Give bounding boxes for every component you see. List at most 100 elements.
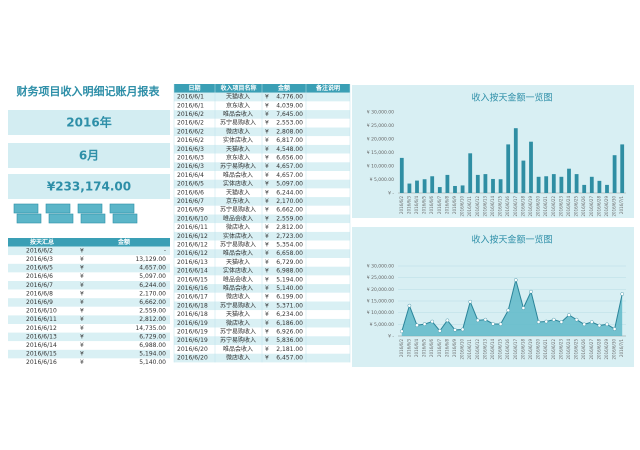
point	[437, 329, 442, 333]
table-date: 2016/6/19	[177, 337, 208, 344]
total-box	[8, 174, 170, 199]
bar	[559, 176, 564, 193]
table-amount: 4,548.00	[276, 146, 303, 153]
currency: ¥	[265, 302, 269, 309]
point	[460, 327, 465, 332]
summary-row-bg	[8, 246, 170, 256]
table-item: 唯品会收入	[223, 110, 253, 118]
table-amount: 4,657.00	[276, 163, 303, 170]
point	[544, 319, 549, 324]
table-amount: 2,723.00	[276, 233, 303, 240]
currency: ¥	[80, 316, 84, 323]
bar	[453, 185, 457, 193]
point	[475, 318, 480, 323]
summary-row-bg	[8, 263, 170, 273]
table-date: 2016/6/2	[177, 128, 204, 135]
summary-row-bg	[8, 281, 170, 290]
point	[612, 327, 617, 331]
currency: ¥	[265, 137, 269, 144]
bar	[605, 184, 609, 193]
summary-amount: 5,194.00	[139, 351, 166, 358]
table-amount: 5,194.00	[276, 276, 303, 283]
summary-amount: 2,559.00	[139, 308, 166, 315]
table-date: 2016/6/1	[177, 102, 204, 109]
area	[401, 280, 623, 336]
bar	[445, 174, 450, 193]
point	[415, 323, 419, 328]
table-item: 实体店收入	[223, 267, 253, 275]
summary-date: 2016/6/13	[26, 333, 57, 340]
point	[399, 329, 404, 334]
table-date: 2016/6/19	[177, 328, 208, 335]
table-item: 苏宁易购收入	[220, 206, 256, 214]
y-tick-label: ¥ -	[388, 334, 394, 340]
table-amount: 6,662.00	[276, 207, 303, 214]
point	[483, 317, 488, 322]
currency: ¥	[265, 268, 269, 275]
x-tick-label: 2016/6/13	[482, 196, 487, 217]
month-box	[8, 143, 170, 168]
x-tick-label: 2016/6/4	[414, 196, 419, 214]
summary-row-bg	[8, 272, 170, 281]
x-tick-label: 2016/6/30	[612, 196, 617, 217]
x-tick-label: 2016/6/7	[437, 339, 442, 357]
table-amount: 2,181.00	[276, 346, 303, 353]
table-item: 苏宁易购收入	[220, 162, 256, 170]
summary-amount: -	[164, 247, 166, 254]
table-amount: 6,234.00	[276, 311, 303, 318]
currency: ¥	[80, 325, 84, 332]
bar	[415, 180, 419, 193]
table-amount: 6,656.00	[276, 154, 303, 161]
currency: ¥	[265, 181, 269, 188]
table-date: 2016/6/1	[177, 94, 204, 101]
table-amount: 2,812.00	[276, 224, 303, 231]
currency: ¥	[265, 285, 269, 292]
summary-amount: 5,140.00	[139, 359, 166, 366]
point	[529, 289, 533, 294]
point	[506, 308, 511, 313]
bar	[399, 157, 404, 193]
summary-amount: 14,735.00	[135, 325, 166, 332]
point	[559, 320, 564, 324]
x-tick-label: 2016/6/9	[452, 196, 457, 214]
summary-date: 2016/6/12	[26, 325, 57, 332]
currency: ¥	[265, 320, 269, 327]
currency: ¥	[265, 128, 269, 135]
table-amount: 4,657.00	[276, 172, 303, 179]
currency: ¥	[265, 337, 269, 344]
table-item: 微店收入	[226, 223, 250, 231]
x-tick-label: 2016/6/4	[414, 339, 419, 357]
x-tick-label: 2016/6/23	[558, 196, 563, 217]
y-tick-label: ¥ 30,000.00	[367, 110, 394, 116]
summary-row-bg	[8, 315, 170, 324]
x-tick-label: 2016/6/7	[437, 196, 442, 214]
table-item: 京东收入	[226, 153, 250, 161]
point	[445, 318, 450, 323]
table-date: 2016/6/12	[177, 241, 208, 248]
summary-date: 2016/6/3	[26, 256, 53, 263]
x-tick-label: 2016/6/10	[460, 339, 465, 360]
summary-row-bg	[8, 324, 170, 333]
summary-date: 2016/6/6	[26, 273, 53, 280]
x-tick-label: 2016/6/25	[574, 339, 579, 360]
point	[536, 320, 541, 324]
table-amount: 2,170.00	[276, 198, 303, 205]
summary-amount: 5,097.00	[139, 273, 166, 280]
currency: ¥	[265, 259, 269, 266]
bar	[475, 174, 480, 193]
table-amount: 4,039.00	[276, 102, 303, 109]
table-date: 2016/6/2	[177, 120, 204, 127]
currency: ¥	[265, 102, 269, 109]
currency: ¥	[80, 342, 84, 349]
y-tick-label: ¥ 15,000.00	[367, 299, 394, 305]
point	[430, 319, 435, 324]
table-date: 2016/6/3	[177, 163, 204, 170]
table-item: 天猫收入	[226, 188, 250, 196]
currency: ¥	[265, 172, 269, 179]
summary-date: 2016/6/14	[26, 342, 57, 349]
bar-chart-panel	[352, 85, 634, 218]
table-date: 2016/6/2	[177, 111, 204, 118]
y-tick-label: ¥ 10,000.00	[367, 164, 394, 170]
x-tick-label: 2016/6/18	[520, 339, 525, 360]
table-header: 金额	[277, 84, 290, 92]
